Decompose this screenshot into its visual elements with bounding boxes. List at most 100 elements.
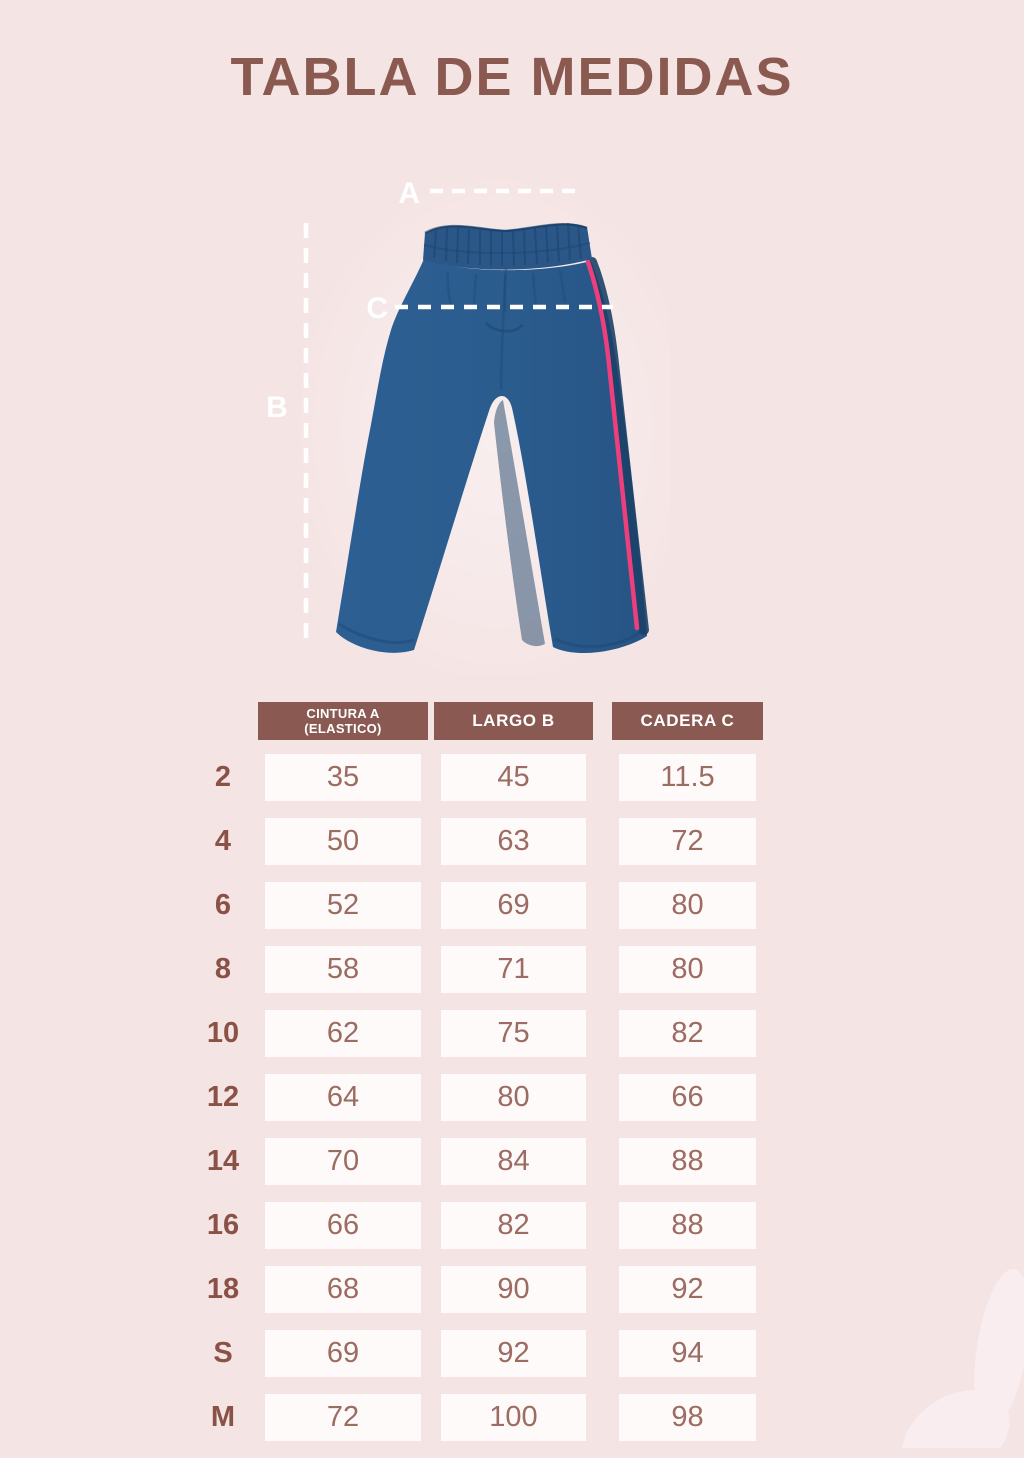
table-row: 12 64 80 66 — [196, 1074, 763, 1121]
measure-cell-cadera: 72 — [619, 818, 756, 865]
measure-cell-cadera: 98 — [619, 1394, 756, 1441]
header-col-cadera: CADERA C — [612, 702, 763, 740]
cell-col-largo: 63 — [434, 818, 593, 865]
table-row: 14 70 84 88 — [196, 1138, 763, 1185]
measure-cell-largo: 90 — [441, 1266, 586, 1313]
size-label: S — [213, 1337, 233, 1369]
measure-label-b: B — [266, 391, 288, 424]
measure-cell-cintura: 52 — [265, 882, 421, 929]
cell-col-largo: 45 — [434, 754, 593, 801]
measure-cell-cadera: 92 — [619, 1266, 756, 1313]
cell-col-cadera: 80 — [612, 946, 763, 993]
cell-col-largo: 69 — [434, 882, 593, 929]
table-row: 8 58 71 80 — [196, 946, 763, 993]
size-column-spacer — [196, 702, 250, 740]
size-label: 16 — [206, 1209, 240, 1241]
table-body: 2 35 45 11.5 4 50 63 72 6 52 69 80 — [196, 754, 763, 1441]
cell-col-cintura: 68 — [258, 1266, 428, 1313]
measure-cell-cintura: 66 — [265, 1202, 421, 1249]
header-col-cintura: CINTURA A (ELASTICO) — [258, 702, 428, 740]
table-row: M 72 100 98 — [196, 1394, 763, 1441]
size-label: 12 — [206, 1081, 240, 1113]
table-header-row: CINTURA A (ELASTICO) LARGO B CADERA C — [196, 702, 763, 740]
measure-label-c: C — [366, 292, 388, 325]
measure-label-a: A — [398, 177, 420, 210]
cell-col-cintura: 72 — [258, 1394, 428, 1441]
table-row: 2 35 45 11.5 — [196, 754, 763, 801]
measure-cell-largo: 100 — [441, 1394, 586, 1441]
measure-cell-largo: 80 — [441, 1074, 586, 1121]
size-label: 14 — [206, 1145, 240, 1177]
measure-cell-cintura: 64 — [265, 1074, 421, 1121]
measure-cell-largo: 63 — [441, 818, 586, 865]
cell-col-cadera: 11.5 — [612, 754, 763, 801]
size-label: 4 — [214, 825, 232, 857]
size-label: 10 — [206, 1017, 240, 1049]
header-label-largo: LARGO B — [472, 711, 555, 730]
cell-col-largo: 75 — [434, 1010, 593, 1057]
measurement-annotations: A C B — [266, 177, 613, 648]
cell-col-cintura: 35 — [258, 754, 428, 801]
header-label-cadera: CADERA C — [640, 711, 735, 730]
size-label: 2 — [214, 761, 232, 793]
page-title: TABLA DE MEDIDAS — [230, 47, 794, 107]
header-label-cintura-line1: CINTURA A — [306, 706, 380, 721]
cell-col-cadera: 72 — [612, 818, 763, 865]
cell-col-largo: 80 — [434, 1074, 593, 1121]
table-row: 18 68 90 92 — [196, 1266, 763, 1313]
pants-photo-icon — [336, 222, 649, 654]
size-label: 18 — [206, 1273, 240, 1305]
size-label: 6 — [214, 889, 232, 921]
cell-col-cintura: 64 — [258, 1074, 428, 1121]
table-row: S 69 92 94 — [196, 1330, 763, 1377]
header-box-cadera: CADERA C — [612, 702, 763, 740]
header-box-cintura: CINTURA A (ELASTICO) — [258, 702, 428, 740]
size-label: M — [210, 1401, 236, 1433]
size-table: CINTURA A (ELASTICO) LARGO B CADERA C 2 … — [196, 702, 763, 1458]
cell-col-cadera: 88 — [612, 1138, 763, 1185]
cell-col-largo: 82 — [434, 1202, 593, 1249]
header-box-largo: LARGO B — [434, 702, 593, 740]
measure-cell-cadera: 11.5 — [619, 754, 756, 801]
measure-cell-largo: 75 — [441, 1010, 586, 1057]
cell-col-largo: 100 — [434, 1394, 593, 1441]
leaf-decoration-icon — [902, 1268, 1024, 1448]
measure-cell-largo: 69 — [441, 882, 586, 929]
measure-cell-cadera: 88 — [619, 1138, 756, 1185]
cell-col-cadera: 82 — [612, 1010, 763, 1057]
table-row: 4 50 63 72 — [196, 818, 763, 865]
measure-cell-cadera: 94 — [619, 1330, 756, 1377]
side-edge-shading — [587, 257, 649, 635]
measure-cell-cadera: 80 — [619, 882, 756, 929]
measure-cell-cadera: 88 — [619, 1202, 756, 1249]
measure-cell-largo: 92 — [441, 1330, 586, 1377]
pants-size-diagram: A C B — [266, 168, 670, 675]
cell-col-cadera: 98 — [612, 1394, 763, 1441]
cell-col-cintura: 69 — [258, 1330, 428, 1377]
cell-col-cintura: 52 — [258, 882, 428, 929]
table-row: 10 62 75 82 — [196, 1010, 763, 1057]
header-label-cintura-line2: (ELASTICO) — [304, 721, 382, 736]
cell-col-cintura: 50 — [258, 818, 428, 865]
cell-col-cadera: 92 — [612, 1266, 763, 1313]
measure-cell-cintura: 69 — [265, 1330, 421, 1377]
size-label: 8 — [214, 953, 232, 985]
measure-cell-cintura: 72 — [265, 1394, 421, 1441]
cell-col-cadera: 66 — [612, 1074, 763, 1121]
measure-cell-largo: 84 — [441, 1138, 586, 1185]
cell-col-largo: 92 — [434, 1330, 593, 1377]
measure-cell-cadera: 80 — [619, 946, 756, 993]
cell-col-cintura: 66 — [258, 1202, 428, 1249]
table-row: 6 52 69 80 — [196, 882, 763, 929]
measure-cell-cadera: 82 — [619, 1010, 756, 1057]
table-row: 16 66 82 88 — [196, 1202, 763, 1249]
cell-col-largo: 84 — [434, 1138, 593, 1185]
measure-cell-largo: 45 — [441, 754, 586, 801]
measure-cell-cintura: 58 — [265, 946, 421, 993]
side-stripe — [585, 259, 640, 631]
header-col-largo: LARGO B — [434, 702, 593, 740]
cell-col-cadera: 80 — [612, 882, 763, 929]
measure-cell-cintura: 70 — [265, 1138, 421, 1185]
cell-col-cadera: 88 — [612, 1202, 763, 1249]
measure-cell-largo: 71 — [441, 946, 586, 993]
